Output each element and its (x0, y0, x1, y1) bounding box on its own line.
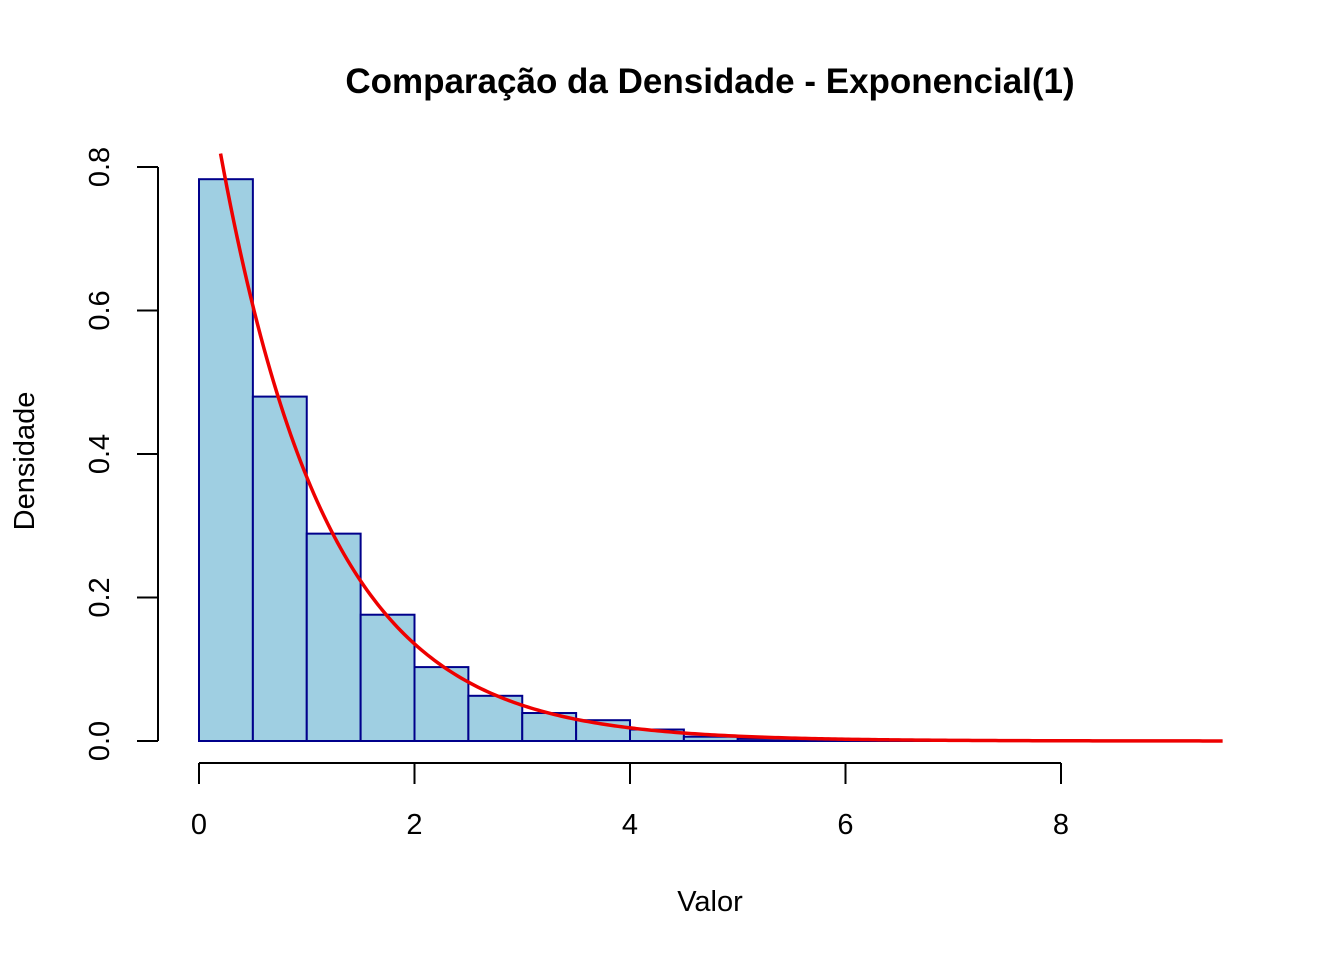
y-tick-label-3: 0.4 (84, 434, 116, 474)
histogram-bars (198, 178, 955, 743)
histogram-bar-1 (198, 178, 254, 742)
histogram-bar-2 (251, 395, 308, 742)
density-curve-line (218, 153, 1223, 743)
x-tick-label-3: 4 (622, 809, 638, 841)
x-axis-label: Valor (677, 886, 743, 918)
x-tick-label-1: 0 (191, 809, 207, 841)
y-axis: 0.0 0.2 0.4 0.6 0.8 (84, 147, 159, 761)
x-tick-label-4: 6 (837, 809, 853, 841)
density-curve-layer (218, 153, 1223, 743)
histogram-bar-3 (305, 532, 362, 743)
histogram-bar-4 (359, 613, 416, 742)
y-tick-label-1: 0.0 (84, 721, 116, 761)
chart-title: Comparação da Densidade - Exponencial(1) (345, 62, 1074, 101)
x-axis: 0 2 4 6 8 (191, 762, 1069, 841)
y-tick-label-5: 0.8 (84, 147, 116, 187)
y-tick-label-2: 0.2 (84, 577, 116, 617)
histogram-bar-5 (413, 666, 470, 742)
y-tick-label-4: 0.6 (84, 290, 116, 330)
x-tick-label-5: 8 (1053, 809, 1069, 841)
y-axis-label: Densidade (9, 392, 41, 531)
x-tick-label-2: 2 (406, 809, 422, 841)
